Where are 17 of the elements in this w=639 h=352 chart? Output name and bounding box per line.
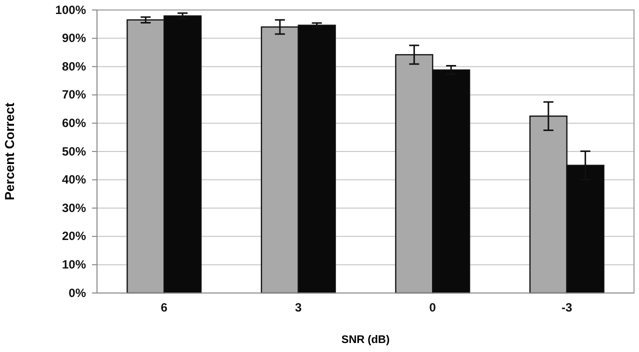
y-tick-label: 0% [68, 286, 86, 300]
x-axis-title: SNR (dB) [341, 334, 390, 346]
y-tick-label: 70% [62, 88, 86, 102]
x-tick-label: 6 [160, 300, 168, 315]
y-tick-label: 80% [62, 59, 86, 74]
y-tick-label: 40% [62, 172, 86, 187]
x-tick-label: 3 [295, 300, 302, 315]
y-axis-title: Percent Correct [2, 102, 17, 200]
y-tick-label: 100% [55, 2, 86, 17]
y-tick-label: 20% [62, 229, 86, 244]
x-tick-label: -3 [562, 300, 573, 315]
x-tick-label: 0 [429, 300, 436, 315]
y-tick-label: 10% [62, 258, 86, 272]
y-tick-label: 30% [62, 200, 86, 215]
y-tick-label: 50% [62, 144, 86, 158]
y-tick-label: 60% [62, 116, 86, 130]
y-tick-label: 90% [62, 31, 86, 46]
